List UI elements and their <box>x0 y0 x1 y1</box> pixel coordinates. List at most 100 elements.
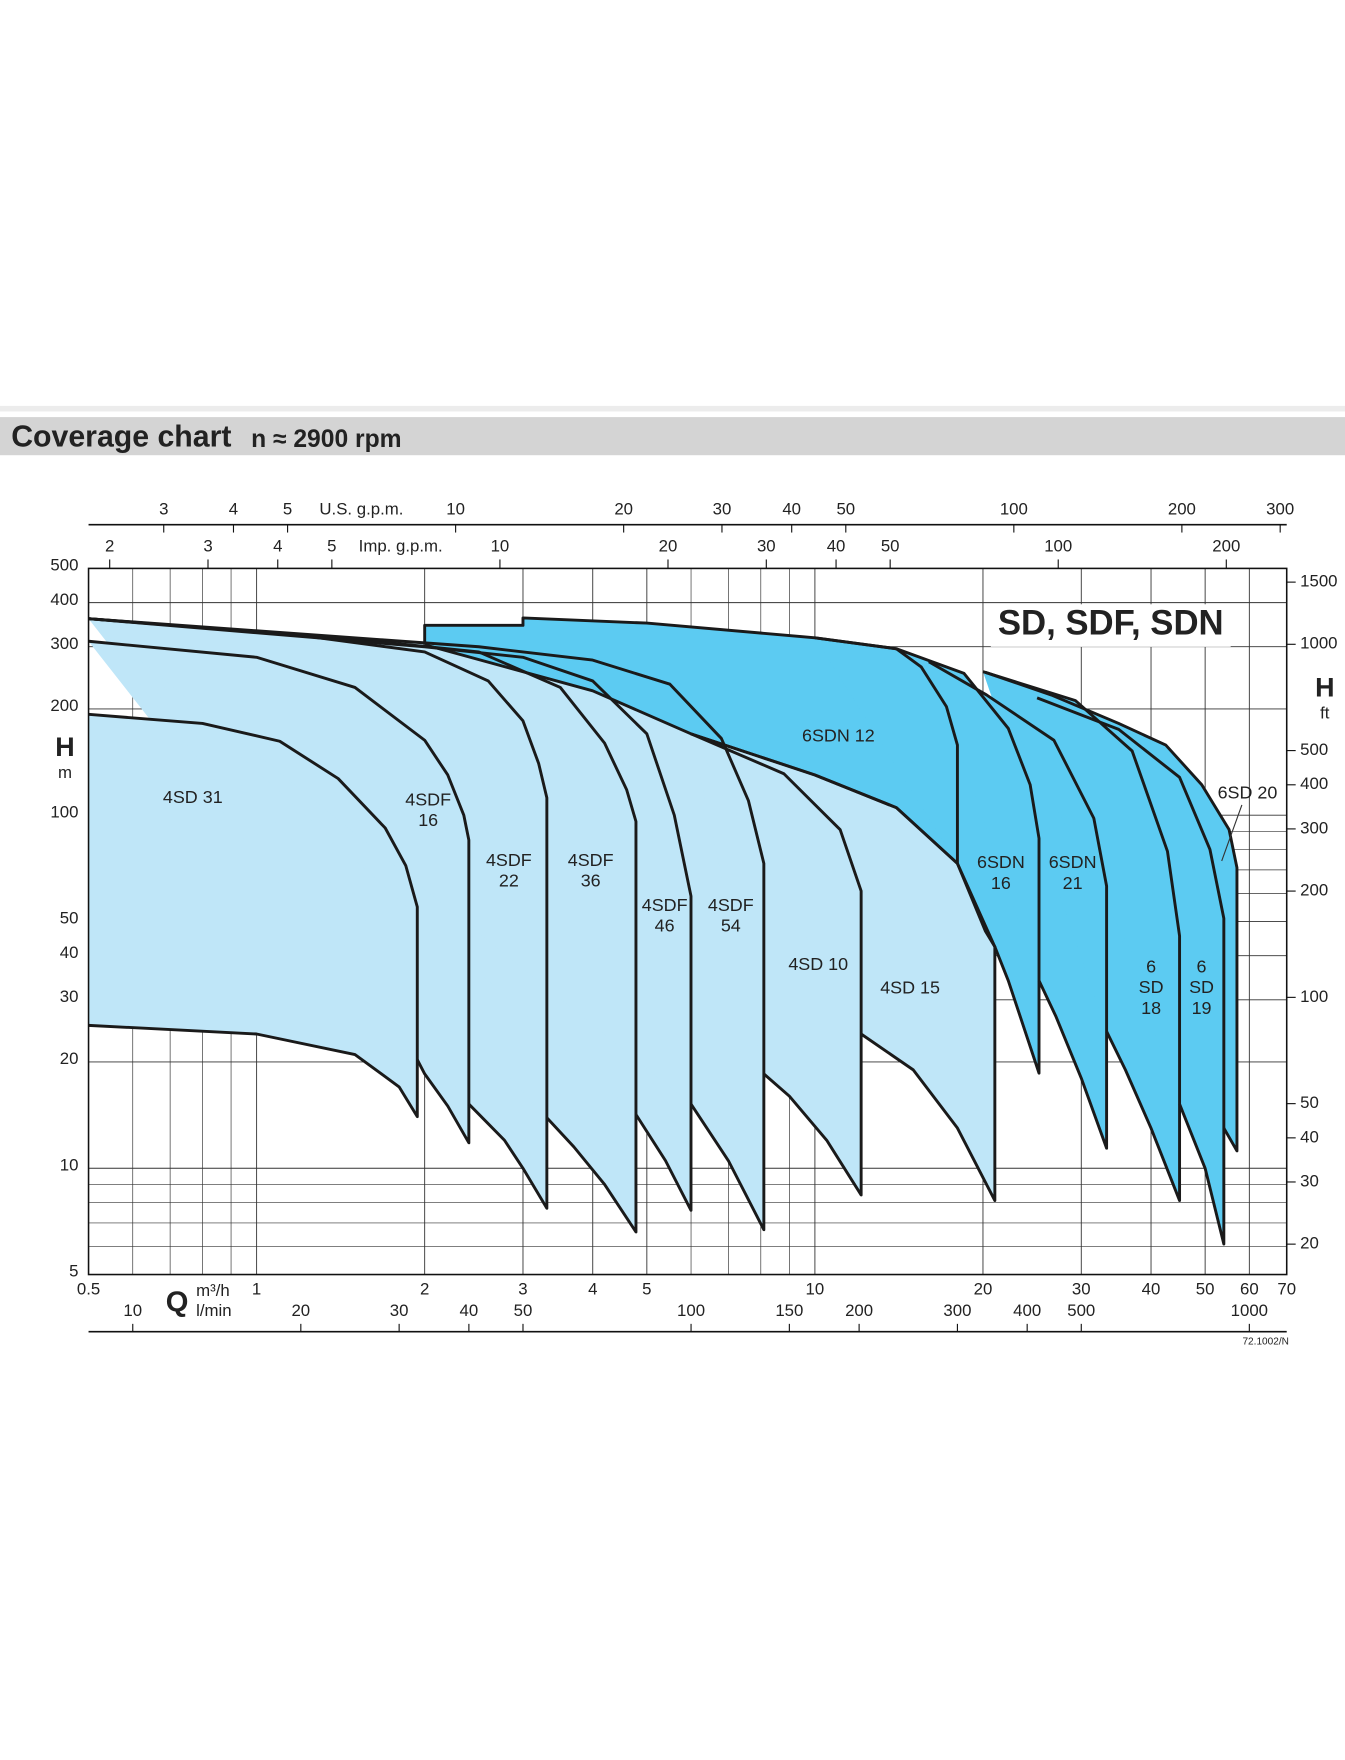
x2-tick-label: 400 <box>1013 1301 1041 1320</box>
top-tick-label: 3 <box>159 500 168 519</box>
y2-tick-label: 100 <box>1300 987 1328 1006</box>
top-tick-label: 10 <box>446 500 465 519</box>
x-tick-label: 10 <box>806 1280 825 1299</box>
x-tick-label: 1 <box>252 1280 261 1299</box>
x2-tick-label: 50 <box>514 1301 533 1320</box>
x2-tick-label: 20 <box>291 1301 310 1320</box>
top-tick-label: 5 <box>283 500 292 519</box>
x-tick-label: 0.5 <box>77 1280 100 1299</box>
top-tick-label: 30 <box>757 537 776 556</box>
area-outline <box>690 732 863 1197</box>
y2-tick-label: 20 <box>1300 1234 1319 1253</box>
leader-line <box>1221 804 1243 862</box>
y-tick-label: 400 <box>50 590 78 609</box>
y2-tick-label: 50 <box>1300 1093 1319 1112</box>
region-label: 4SDF 22 <box>486 850 532 891</box>
region-label: 4SD 31 <box>163 787 223 807</box>
top-tick-label: 3 <box>203 537 212 556</box>
region-label: 6 SD 19 <box>1189 956 1214 1017</box>
top-tick-label: 2 <box>105 537 114 556</box>
x-tick-label: 70 <box>1277 1280 1296 1299</box>
x2-tick-label: 1000 <box>1231 1301 1268 1320</box>
y2-tick-label: 40 <box>1300 1127 1319 1146</box>
x2-tick-label: 500 <box>1067 1301 1095 1320</box>
y-tick-label: 20 <box>60 1049 79 1068</box>
region-label: 6SDN 16 <box>977 852 1025 893</box>
y2-tick-label: 500 <box>1300 740 1328 759</box>
axes: 0.5 1 2 3 4 5 10 20 30 40 50 60 70510203040501002003… <box>50 500 1338 1333</box>
area-outline <box>88 639 471 1145</box>
top-axis-label: Imp. g.p.m. <box>359 537 443 556</box>
area-fill <box>985 672 1237 1151</box>
y2-tick-label: 1500 <box>1300 572 1337 591</box>
top-tick-label: 4 <box>273 537 282 556</box>
top-tick-label: 30 <box>713 500 732 519</box>
x-tick-label: 60 <box>1240 1280 1259 1299</box>
y-tick-label: 100 <box>50 802 78 821</box>
x-tick-label: 3 <box>518 1280 527 1299</box>
chart-title: Coverage chart <box>11 420 231 453</box>
header-band <box>0 417 1345 456</box>
x-tick-label: 20 <box>974 1280 993 1299</box>
top-tick-label: 50 <box>881 537 900 556</box>
y2-axis-unit: ft <box>1320 704 1330 723</box>
top-axis-label: U.S. g.p.m. <box>319 500 403 519</box>
x-tick-label: 40 <box>1142 1280 1161 1299</box>
y2-tick-label: 200 <box>1300 881 1328 900</box>
top-tick-label: 40 <box>827 537 846 556</box>
x2-tick-label: 300 <box>943 1301 971 1320</box>
top-tick-label: 200 <box>1168 500 1196 519</box>
x2-tick-label: 40 <box>460 1301 479 1320</box>
region-label: 4SDF 46 <box>642 895 688 936</box>
y-tick-label: 10 <box>60 1155 79 1174</box>
x-tick-label: 2 <box>420 1280 429 1299</box>
y2-tick-label: 300 <box>1300 818 1328 837</box>
x-axis-label: Q <box>166 1286 189 1318</box>
area-outline <box>88 617 549 1210</box>
region-label: 4SD 10 <box>788 954 848 974</box>
x-tick-label: 50 <box>1196 1280 1215 1299</box>
x-tick-label: 4 <box>588 1280 597 1299</box>
top-tick-label: 100 <box>1044 537 1072 556</box>
top-tick-label: 100 <box>1000 500 1028 519</box>
y-tick-label: 40 <box>60 943 79 962</box>
area-outline <box>928 660 1109 1150</box>
area-fill <box>690 733 995 1201</box>
region-label: 6SDN 12 <box>802 725 875 745</box>
y-axis-label: H <box>55 732 74 762</box>
top-tick-label: 300 <box>1266 500 1294 519</box>
plot-frame <box>87 567 1288 1276</box>
region-labels: 4SD 31 4SDF 16 4SDF 22 4SDF 36 4SDF 46 4SDF 54 4SD … <box>163 725 1278 1017</box>
top-tick-label: 10 <box>491 537 510 556</box>
header-rule <box>0 405 1345 412</box>
y2-tick-label: 30 <box>1300 1171 1319 1190</box>
region-label: 6SDN 21 <box>1049 852 1097 893</box>
y2-tick-label: 1000 <box>1300 634 1337 653</box>
top-tick-label: 4 <box>229 500 238 519</box>
region-label: 4SDF 54 <box>708 895 754 936</box>
area-outline <box>1036 696 1226 1246</box>
y-tick-label: 200 <box>50 696 78 715</box>
x-tick-label: 5 <box>642 1280 651 1299</box>
y2-tick-label: 400 <box>1300 774 1328 793</box>
chart-subtitle: n ≈ 2900 rpm <box>251 426 401 453</box>
region-label: 4SDF 16 <box>405 789 451 830</box>
area-outline <box>423 616 959 865</box>
x2-tick-label: 30 <box>390 1301 409 1320</box>
region-label: 4SD 15 <box>880 977 940 997</box>
y-tick-label: 5 <box>69 1262 78 1281</box>
x2-tick-label: 200 <box>845 1301 873 1320</box>
area-outline <box>88 712 419 1119</box>
x2-tick-label: 100 <box>677 1301 705 1320</box>
y-tick-label: 300 <box>50 634 78 653</box>
top-tick-label: 20 <box>659 537 678 556</box>
region-label: 4SDF 36 <box>568 850 614 891</box>
top-tick-label: 20 <box>614 500 633 519</box>
x2-tick-label: 150 <box>775 1301 803 1320</box>
area-outline <box>982 670 1182 1203</box>
y-tick-label: 500 <box>50 556 78 575</box>
y-tick-label: 50 <box>60 909 79 928</box>
annotation: SD, SDF, SDN <box>998 605 1224 643</box>
area-outline <box>88 617 693 1212</box>
